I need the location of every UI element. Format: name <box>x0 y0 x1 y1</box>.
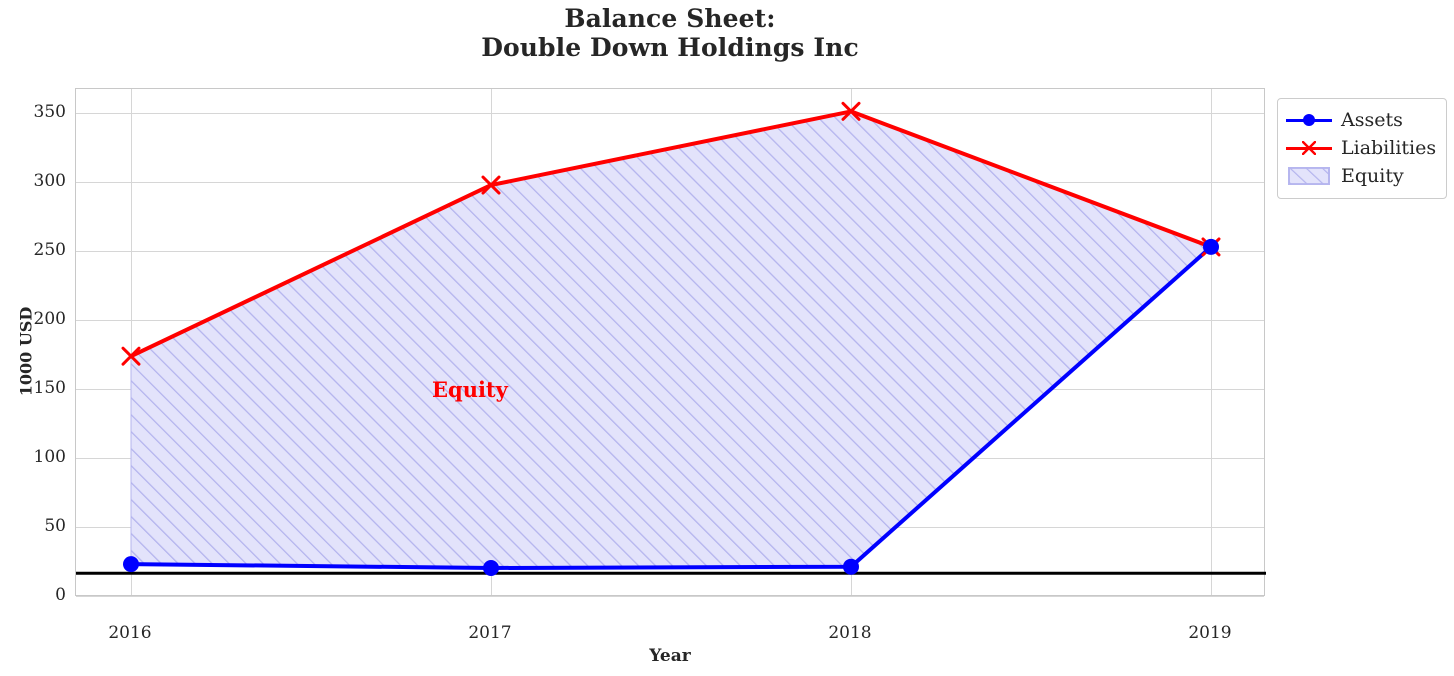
y-axis-title: 1000 USD <box>16 306 36 397</box>
marker-liabilities-2016 <box>121 346 141 366</box>
legend-label-assets: Assets <box>1341 109 1403 131</box>
y-tick-label-300: 300 <box>33 171 66 191</box>
chart-data-layer <box>76 101 1266 576</box>
gridline-y-0 <box>76 596 1264 597</box>
legend-key-equity-icon <box>1286 166 1332 186</box>
legend-key-assets-icon <box>1286 110 1332 130</box>
chart-title: Balance Sheet: Double Down Holdings Inc <box>0 4 1340 62</box>
marker-liabilities-2018 <box>841 101 861 121</box>
legend-item-liabilities[interactable]: Liabilities <box>1286 134 1438 162</box>
y-tick-label-250: 250 <box>33 240 66 260</box>
marker-assets-2017 <box>483 560 499 576</box>
x-axis-title: Year <box>649 646 691 666</box>
y-tick-label-100: 100 <box>33 447 66 467</box>
hatch-patch-icon <box>1288 167 1330 185</box>
y-tick-label-50: 50 <box>44 516 66 536</box>
equity-annotation: Equity <box>432 377 508 402</box>
chart-title-line1: Balance Sheet: <box>564 4 776 33</box>
x-tick-label-2019: 2019 <box>1188 623 1232 643</box>
y-tick-label-200: 200 <box>33 309 66 329</box>
y-axis-ticks: 350 300 250 200 150 100 50 0 <box>0 88 66 605</box>
plot-area <box>75 88 1266 597</box>
x-tick-label-2017: 2017 <box>468 623 512 643</box>
series-line-liabilities <box>130 109 1212 359</box>
gridline-x-2019 <box>1211 89 1212 595</box>
series-line-assets <box>130 245 1213 570</box>
y-tick-label-350: 350 <box>33 102 66 122</box>
y-tick-label-150: 150 <box>33 378 66 398</box>
x-tick-label-2018: 2018 <box>828 623 872 643</box>
legend-item-assets[interactable]: Assets <box>1286 106 1438 134</box>
marker-assets-2018 <box>843 558 859 575</box>
chart-title-line2: Double Down Holdings Inc <box>481 33 859 62</box>
gridline-y-350 <box>76 113 1264 114</box>
legend-key-liabilities-icon <box>1286 138 1332 158</box>
marker-assets-2016 <box>123 556 139 573</box>
x-marker-icon <box>1302 141 1316 155</box>
legend-label-liabilities: Liabilities <box>1341 137 1437 159</box>
chart-legend: Assets Liabilities Equity <box>1277 98 1447 199</box>
marker-liabilities-2017 <box>481 175 501 195</box>
x-axis-ticks: 2016 2017 2018 2019 <box>75 623 1265 647</box>
x-tick-label-2016: 2016 <box>108 623 152 643</box>
legend-item-equity[interactable]: Equity <box>1286 162 1438 190</box>
legend-label-equity: Equity <box>1341 165 1404 187</box>
marker-assets-2019 <box>1203 238 1219 255</box>
y-tick-label-0: 0 <box>55 585 66 605</box>
gridline-x-2016 <box>131 89 132 595</box>
equity-fill-area <box>130 110 1212 569</box>
